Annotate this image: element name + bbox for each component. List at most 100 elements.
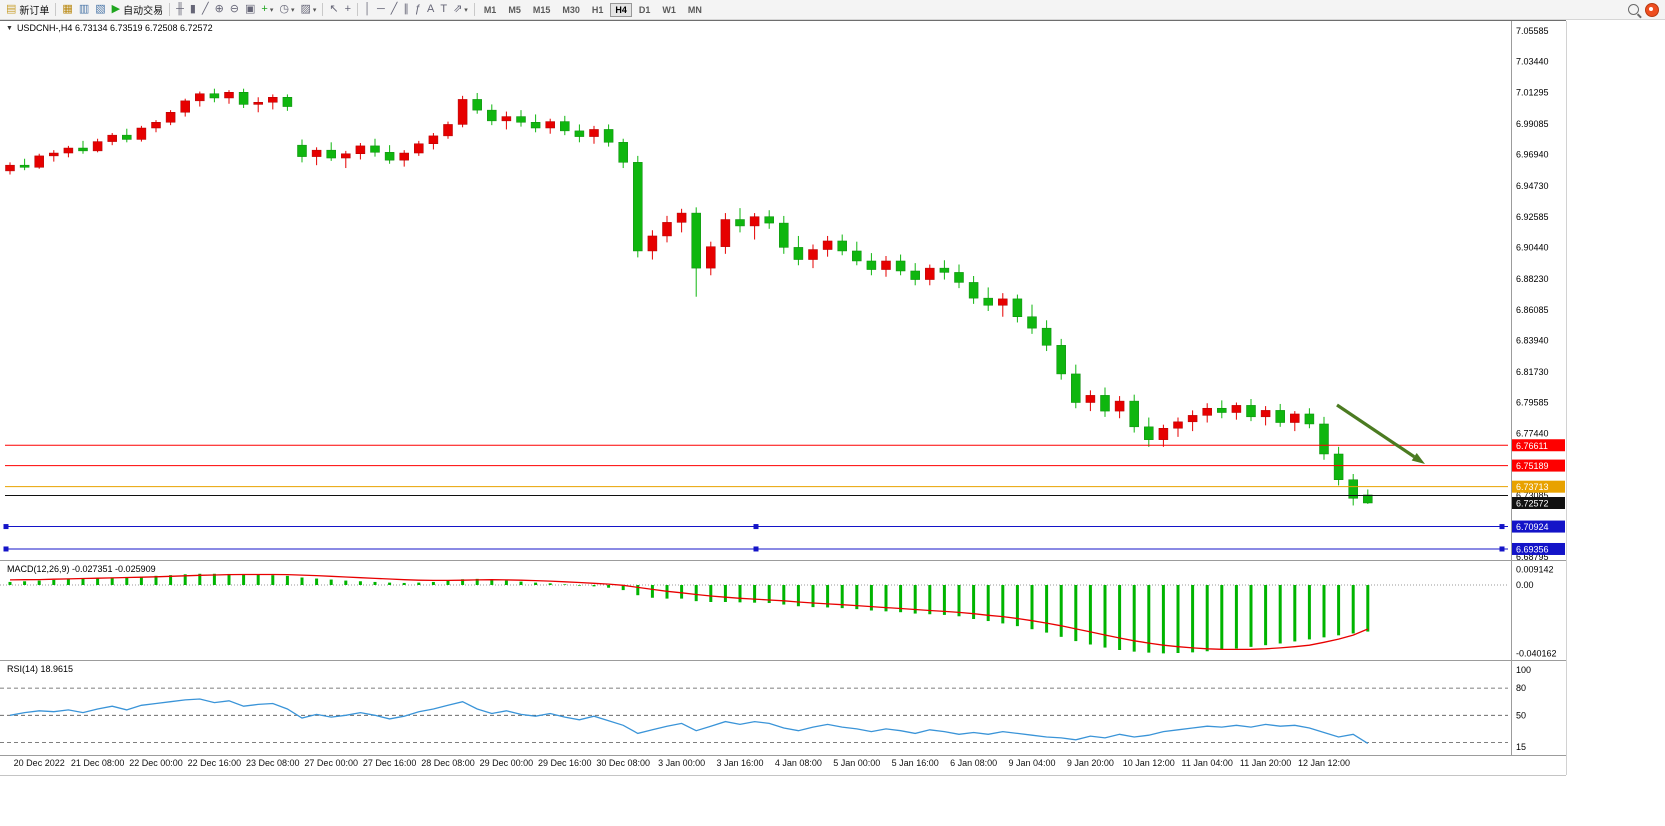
price-axis-label: 6.73085 [1516, 491, 1549, 501]
equidistant-channel-button[interactable]: ∥ [400, 2, 412, 18]
zoom-out-button[interactable]: ⊖ [227, 2, 242, 18]
candle-body [326, 149, 336, 159]
toolbar-separator [169, 3, 171, 16]
candle-body [910, 270, 920, 280]
candle-body [5, 164, 15, 172]
price-axis-label: 6.90440 [1516, 243, 1549, 253]
text-button[interactable]: A [424, 2, 437, 18]
navigator-button[interactable]: ▥ [76, 2, 92, 18]
line-handle[interactable] [1499, 524, 1505, 530]
market-watch-button[interactable]: ▦ [59, 2, 75, 18]
time-axis-label: 29 Dec 16:00 [538, 758, 592, 768]
time-axis-label: 27 Dec 16:00 [363, 758, 417, 768]
timeframe-m1-button[interactable]: M1 [483, 4, 497, 15]
arrows-icon: ⇗ [453, 3, 463, 15]
line-chart-type-button[interactable]: ╱ [199, 2, 212, 18]
candle-body [1202, 407, 1212, 416]
vertical-line-button[interactable]: │ [361, 2, 374, 18]
chart-menu-triangle-icon[interactable]: ▼ [6, 25, 13, 32]
candle-body [78, 147, 88, 152]
candle-body [268, 97, 278, 103]
candle-body [1027, 316, 1037, 329]
horizontal-line-icon: ─ [376, 3, 385, 15]
line-handle[interactable] [1499, 546, 1505, 552]
timeframe-mn-button[interactable]: MN [687, 4, 702, 15]
candle-body [355, 145, 366, 154]
candle-body [107, 134, 117, 142]
indicators-button[interactable]: + ▾ [258, 2, 276, 18]
time-axis-label: 29 Dec 00:00 [480, 758, 534, 768]
algo-trading-button[interactable]: ▶ 自动交易 [109, 2, 166, 18]
timeframe-w1-button[interactable]: W1 [662, 4, 676, 15]
algo-trading-icon: ▶ [111, 3, 121, 15]
candle-body [603, 129, 614, 143]
candle-body [837, 240, 847, 252]
cursor-button[interactable]: ↖ [326, 2, 341, 18]
timeframe-m15-button[interactable]: M15 [532, 4, 551, 15]
rsi-scale-label: 80 [1516, 683, 1526, 693]
timeframe-h1-button[interactable]: H1 [591, 4, 604, 15]
timeframe-d1-button[interactable]: D1 [638, 4, 651, 15]
caret-down-icon: ▾ [269, 6, 274, 14]
arrows-button[interactable]: ⇗ ▾ [450, 2, 471, 18]
trend-arrow-head[interactable] [1411, 453, 1425, 464]
crosshair-button[interactable]: + [342, 2, 354, 18]
new-order-button[interactable]: ▤ 新订单 [3, 2, 52, 18]
candle-body [706, 246, 716, 269]
tile-windows-button[interactable]: ▣ [242, 2, 258, 18]
fibonacci-button[interactable]: ƒ [412, 2, 424, 18]
line-handle[interactable] [753, 524, 759, 530]
toolbox-icon: ▧ [95, 3, 106, 15]
horizontal-line-button[interactable]: ─ [374, 2, 388, 18]
candle-body [1260, 410, 1271, 418]
candle-body [574, 130, 585, 137]
zoom-in-button[interactable]: ⊕ [212, 2, 227, 18]
candle-body [1012, 298, 1023, 317]
candlestick-type-button[interactable]: ▮ [187, 2, 199, 18]
search-icon [1628, 4, 1639, 15]
crosshair-icon: + [344, 3, 352, 15]
macd-scale-label: -0.040162 [1516, 648, 1557, 658]
candle-body [238, 92, 249, 105]
toolbox-button[interactable]: ▧ [92, 2, 108, 18]
trendline-button[interactable]: ╱ [388, 2, 401, 18]
candle-body [1085, 395, 1096, 403]
candle-body [662, 222, 672, 237]
time-axis-label: 3 Jan 00:00 [658, 758, 705, 768]
timeframe-m30-button[interactable]: M30 [562, 4, 580, 15]
timeframe-m5-button[interactable]: M5 [508, 4, 521, 15]
candle-body [63, 147, 74, 154]
time-axis-label: 28 Dec 08:00 [421, 758, 475, 768]
zoom-out-icon: ⊖ [229, 3, 240, 15]
candle-body [895, 260, 906, 272]
candle-body [1158, 428, 1169, 440]
candle-body [1173, 421, 1183, 429]
templates-button[interactable]: ▨ ▾ [298, 2, 320, 18]
bar-chart-type-icon: ╫ [176, 3, 184, 15]
price-axis-label: 6.77440 [1516, 428, 1549, 438]
notifications-button[interactable] [1642, 2, 1662, 18]
candle-body [1041, 327, 1052, 346]
timeframe-h4-button[interactable]: H4 [610, 2, 632, 17]
price-badge-label: 6.76611 [1516, 441, 1548, 451]
candle-body [1304, 413, 1315, 425]
time-axis-label: 22 Dec 16:00 [188, 758, 242, 768]
price-axis-label: 6.83940 [1516, 335, 1549, 345]
bar-chart-type-button[interactable]: ╫ [173, 2, 187, 18]
candle-body [443, 124, 453, 137]
price-badge [1512, 480, 1565, 493]
candle-body [487, 109, 497, 122]
time-axis-label: 30 Dec 08:00 [596, 758, 650, 768]
periods-button[interactable]: ◷ ▾ [276, 2, 297, 18]
cursor-icon: ↖ [329, 3, 339, 15]
candle-body [881, 260, 891, 270]
line-handle[interactable] [3, 546, 9, 552]
line-handle[interactable] [3, 524, 9, 530]
indicators-icon: + [261, 3, 268, 15]
line-handle[interactable] [753, 546, 759, 552]
tile-windows-icon: ▣ [245, 3, 256, 15]
label-button[interactable]: T [437, 2, 450, 18]
trend-arrow-annotation[interactable] [1336, 403, 1416, 459]
search-button[interactable] [1625, 2, 1642, 18]
